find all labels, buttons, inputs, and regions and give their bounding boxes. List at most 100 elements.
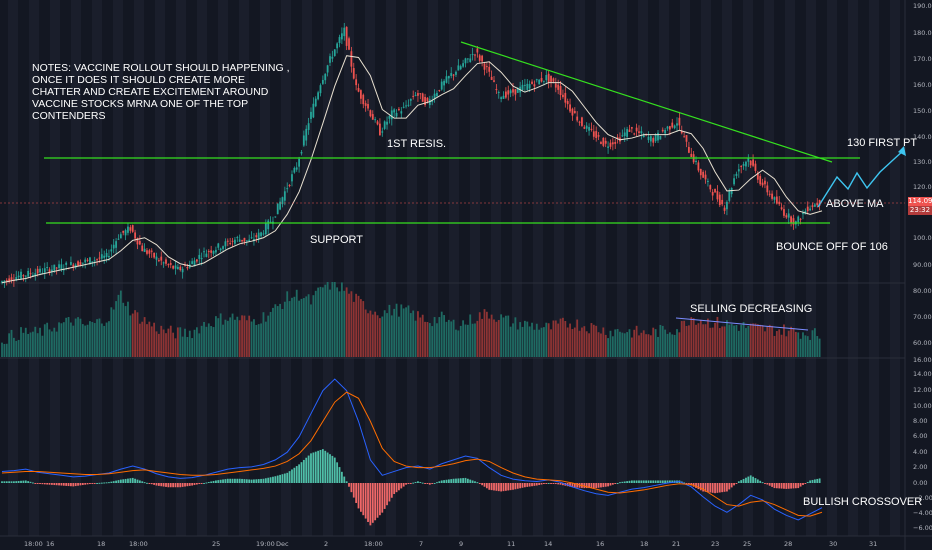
macd-histogram-bar xyxy=(195,483,198,485)
macd-histogram-bar xyxy=(509,483,512,491)
candle-body xyxy=(702,171,705,178)
volume-bar xyxy=(649,335,652,357)
projection-path xyxy=(817,149,905,208)
session-stripe xyxy=(743,0,753,536)
volume-bar xyxy=(224,319,227,357)
macd-histogram-bar xyxy=(538,483,541,486)
macd-histogram-bar xyxy=(58,483,60,486)
volume-bar xyxy=(343,290,346,357)
candle-body xyxy=(386,121,388,125)
volume-bar xyxy=(15,340,18,357)
volume-bar xyxy=(181,336,184,357)
macd-histogram-bar xyxy=(96,483,98,484)
volume-bar xyxy=(22,332,25,357)
candle-body xyxy=(376,121,379,125)
session-stripe xyxy=(218,0,228,536)
macd-histogram-bar xyxy=(357,483,360,509)
candle-body xyxy=(559,86,562,96)
volume-bar xyxy=(24,327,27,357)
candle-body xyxy=(179,266,182,270)
candle-body xyxy=(818,199,821,206)
candle-body xyxy=(205,253,208,257)
macd-histogram-bar xyxy=(630,480,633,483)
candle-body xyxy=(141,245,144,252)
volume-bar xyxy=(714,322,716,357)
macd-histogram-bar xyxy=(184,483,186,487)
macd-histogram-bar xyxy=(799,483,802,487)
volume-bar xyxy=(245,320,248,357)
macd-histogram-bar xyxy=(535,483,538,486)
price-tick-label: 60.00 xyxy=(913,339,932,347)
candle-body xyxy=(752,159,754,166)
macd-histogram-bar xyxy=(768,483,771,486)
macd-histogram-bar xyxy=(516,483,519,489)
macd-histogram-bar xyxy=(62,483,65,486)
macd-histogram-bar xyxy=(386,483,388,506)
macd-histogram-bar xyxy=(43,483,46,485)
macd-tick-label: 10.00 xyxy=(913,402,932,410)
macd-histogram-bar xyxy=(737,481,740,483)
macd-histogram-bar xyxy=(302,459,305,483)
candle-body xyxy=(664,130,667,134)
candle-body xyxy=(129,227,132,231)
volume-bar xyxy=(283,301,286,357)
candle-body xyxy=(371,114,374,120)
time-tick-label: 30 xyxy=(829,540,837,548)
time-tick-label: 31 xyxy=(869,540,877,548)
macd-histogram-bar xyxy=(210,481,213,483)
candle-body xyxy=(283,191,286,201)
candle-body xyxy=(481,55,484,62)
macd-histogram-bar xyxy=(255,479,258,483)
macd-histogram-bar xyxy=(143,482,146,484)
candle-body xyxy=(802,212,804,215)
candle-body xyxy=(155,256,158,260)
macd-histogram-bar xyxy=(638,480,640,483)
macd-histogram-bar xyxy=(200,483,203,484)
volume-bar xyxy=(749,323,752,357)
volume-bar xyxy=(412,310,415,357)
macd-histogram-bar xyxy=(55,483,58,486)
volume-bar xyxy=(264,321,267,357)
candle-body xyxy=(58,264,60,269)
candle-body xyxy=(666,126,669,129)
volume-bar xyxy=(811,330,814,357)
volume-bar xyxy=(428,323,431,357)
candle-body xyxy=(326,65,329,73)
volume-bar xyxy=(167,328,170,357)
price-axis[interactable]: 190.00 180.00 170.00 160.00 150.00 140.00 130.… xyxy=(913,2,932,532)
volume-bar xyxy=(293,296,296,357)
candle-body xyxy=(281,197,284,205)
session-stripe xyxy=(470,0,480,536)
macd-histogram-bar xyxy=(790,483,793,489)
macd-histogram-bar xyxy=(84,483,87,485)
volume-bar xyxy=(600,333,602,357)
macd-histogram-bar xyxy=(331,455,334,483)
volume-bar xyxy=(195,327,198,357)
candle-body xyxy=(466,58,469,60)
time-axis[interactable]: 18:00 16 18 18:00 25 19:00 Dec 2 18:00 7 9 11 14 16 18… xyxy=(24,540,877,548)
volume-bar xyxy=(300,298,303,357)
volume-bar xyxy=(780,334,783,357)
volume-bar xyxy=(638,335,640,357)
candle-body xyxy=(388,115,391,119)
time-tick-label: Dec xyxy=(276,540,289,548)
candle-body xyxy=(557,84,560,90)
candle-body xyxy=(257,232,260,240)
macd-histogram-bar xyxy=(604,483,607,487)
volume-bar xyxy=(683,320,686,357)
candle-body xyxy=(768,193,771,195)
macd-histogram-bar xyxy=(813,479,816,483)
macd-histogram-bar xyxy=(398,483,400,491)
volume-bar xyxy=(726,320,728,357)
candle-body xyxy=(162,262,165,264)
macd-histogram-bar xyxy=(5,481,8,483)
session-stripe xyxy=(134,0,144,536)
macd-histogram-bar xyxy=(283,473,286,483)
macd-histogram-bar xyxy=(780,483,783,489)
session-stripe xyxy=(344,0,354,536)
volume-bar xyxy=(402,308,405,357)
volume-bar xyxy=(702,324,705,357)
candle-body xyxy=(234,239,236,244)
volume-bar xyxy=(752,323,754,357)
